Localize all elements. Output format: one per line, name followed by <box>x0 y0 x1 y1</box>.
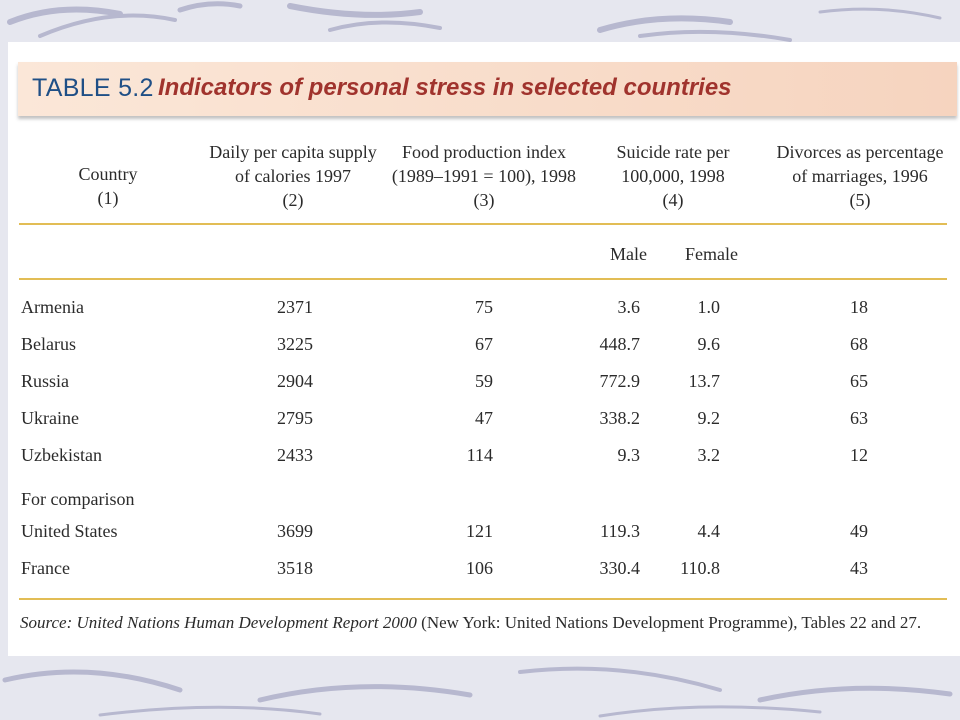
cell-calories: 2795 <box>277 408 313 428</box>
cell-suicide-male: 448.7 <box>599 334 641 354</box>
cell-suicide-female: 13.7 <box>688 371 721 391</box>
cell-country: Belarus <box>21 334 76 354</box>
cell-divorces: 63 <box>850 408 868 428</box>
cell-country: Russia <box>21 371 70 391</box>
cell-suicide-male: 9.3 <box>617 445 641 465</box>
cell-suicide-male: 3.6 <box>617 297 641 317</box>
source-note: Source: United Nations Human Development… <box>20 613 922 632</box>
cell-country: Uzbekistan <box>21 445 102 465</box>
cell-suicide-female: 3.2 <box>697 445 721 465</box>
cell-food-index: 67 <box>475 334 493 354</box>
cell-suicide-male: 330.4 <box>599 558 641 578</box>
header-calories: Daily per capita supply of calories 1997… <box>209 142 377 210</box>
header-suicide-rate: Suicide rate per 100,000, 1998 (4) <box>616 142 730 210</box>
cell-suicide-male: 338.2 <box>599 408 641 428</box>
header-divorces: Divorces as percentage of marriages, 199… <box>776 142 944 210</box>
header-rule <box>19 223 947 225</box>
cell-food-index: 47 <box>475 408 493 428</box>
table-card: TABLE 5.2 Indicators of personal stress … <box>8 42 960 656</box>
subheader-rule <box>19 278 947 280</box>
subheader-male: Male <box>610 244 647 264</box>
cell-country: France <box>21 558 70 578</box>
cell-calories: 3225 <box>277 334 313 354</box>
cell-food-index: 121 <box>466 521 493 541</box>
cell-suicide-male: 119.3 <box>600 521 640 541</box>
cell-food-index: 75 <box>475 297 493 317</box>
cell-suicide-female: 4.4 <box>697 521 721 541</box>
cell-country: Armenia <box>21 297 84 317</box>
cell-food-index: 114 <box>466 445 493 465</box>
subheader-female: Female <box>685 244 738 264</box>
cell-divorces: 43 <box>850 558 868 578</box>
cell-divorces: 18 <box>850 297 868 317</box>
cell-divorces: 12 <box>850 445 868 465</box>
cell-calories: 2433 <box>277 445 313 465</box>
cell-calories: 3518 <box>277 558 313 578</box>
cell-country: Ukraine <box>21 408 79 428</box>
header-country: Country (1) <box>78 164 138 208</box>
header-food-index: Food production index (1989–1991 = 100),… <box>391 142 577 210</box>
cell-suicide-female: 110.8 <box>680 558 720 578</box>
footer-rule <box>19 598 947 600</box>
cell-divorces: 49 <box>850 521 868 541</box>
cell-suicide-male: 772.9 <box>599 371 641 391</box>
cell-divorces: 65 <box>850 371 868 391</box>
cell-food-index: 59 <box>475 371 493 391</box>
cell-calories: 3699 <box>277 521 313 541</box>
table-title: Indicators of personal stress in selecte… <box>158 74 732 101</box>
table-title-bar: TABLE 5.2 Indicators of personal stress … <box>18 62 957 116</box>
comparison-label: For comparison <box>21 489 135 509</box>
cell-suicide-female: 1.0 <box>697 297 721 317</box>
cell-suicide-female: 9.6 <box>697 334 721 354</box>
cell-country: United States <box>21 521 118 541</box>
cell-calories: 2904 <box>277 371 313 391</box>
cell-food-index: 106 <box>466 558 493 578</box>
cell-calories: 2371 <box>277 297 313 317</box>
cell-suicide-female: 9.2 <box>697 408 721 428</box>
table-number: TABLE 5.2 <box>32 74 154 102</box>
cell-divorces: 68 <box>850 334 868 354</box>
